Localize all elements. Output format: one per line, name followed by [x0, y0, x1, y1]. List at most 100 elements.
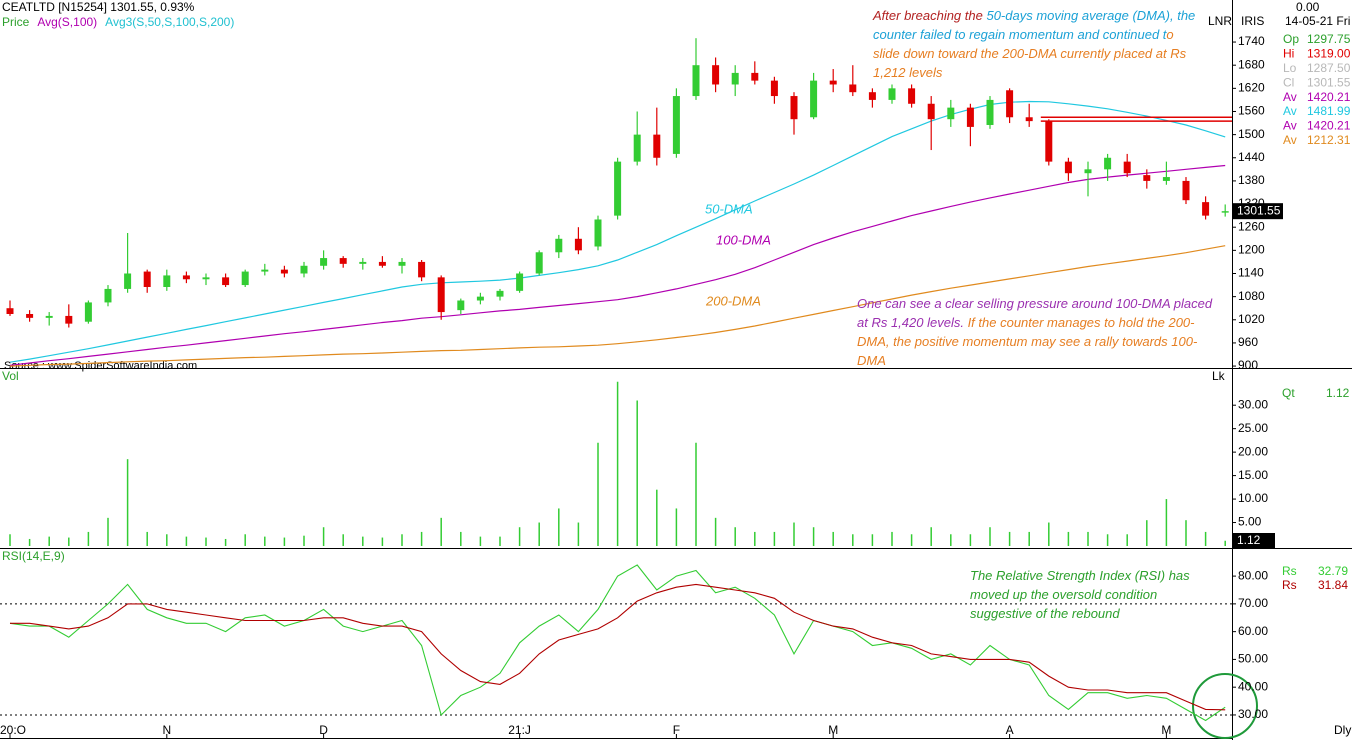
info-value: 1420.21: [1307, 119, 1351, 133]
y-tick-label: 1380: [1238, 173, 1265, 187]
candle-body: [731, 72, 739, 85]
annotation-text: After breaching the: [873, 8, 987, 23]
y-tick-label: 1560: [1238, 104, 1265, 118]
rs-value: 32.79: [1318, 564, 1348, 578]
x-tick-label: 20:O: [0, 723, 26, 737]
candle-body: [1202, 202, 1210, 216]
date: 14-05-21 Fri: [1285, 14, 1350, 28]
y-tick-label: 70.00: [1238, 596, 1268, 610]
annotation: After breaching the 50-days moving avera…: [873, 6, 1203, 82]
candle-body: [1084, 169, 1092, 174]
candle-body: [163, 275, 171, 287]
candle-body: [1104, 157, 1112, 170]
qt-label: Qt: [1282, 386, 1295, 400]
y-tick-label: 60.00: [1238, 624, 1268, 638]
info-value: 1481.99: [1307, 104, 1351, 118]
candle-body: [378, 261, 386, 266]
candle-body: [339, 258, 347, 264]
candle-body: [574, 238, 582, 251]
info-label: Hi: [1283, 47, 1294, 61]
candle-body: [1182, 180, 1190, 201]
candle-body: [1064, 161, 1072, 174]
y-tick-label: 10.00: [1238, 491, 1268, 505]
y-tick-label: 15.00: [1238, 468, 1268, 482]
legend-entry: Avg3(S,50,S,100,S,200): [105, 15, 234, 29]
candle-body: [45, 315, 53, 318]
y-tick-label: 1080: [1238, 289, 1265, 303]
candle-body: [1123, 161, 1131, 174]
candle-body: [1025, 117, 1033, 122]
y-tick-label: 1680: [1238, 57, 1265, 71]
axis-mode: LNR: [1208, 14, 1232, 28]
candle-body: [947, 107, 955, 120]
candle-body: [1162, 177, 1170, 181]
annotation-text: One can see a clear selling pressure aro…: [857, 296, 1213, 330]
candle-body: [65, 315, 73, 324]
rs-value: 31.84: [1318, 578, 1348, 592]
ma-label: 50-DMA: [705, 201, 753, 216]
y-tick-label: 30.00: [1238, 707, 1268, 721]
x-tick-label: A: [1006, 723, 1014, 737]
ma-label: 200-DMA: [705, 293, 761, 308]
panel-title: Vol: [2, 369, 19, 383]
candle-body: [261, 269, 269, 272]
candle-body: [300, 265, 308, 274]
candle-body: [418, 261, 426, 278]
annotation-text: If the counter manages to hold the 200-D…: [857, 315, 1198, 368]
candle-body: [280, 269, 288, 274]
feed: IRIS: [1241, 14, 1264, 28]
candle-body: [770, 80, 778, 97]
legend-entry: Price: [2, 15, 30, 29]
y-tick-label: 50.00: [1238, 652, 1268, 666]
source-note: Source : www.SpiderSoftwareIndia.com: [4, 360, 197, 372]
annotation: One can see a clear selling pressure aro…: [857, 294, 1225, 370]
qt-value: 1.12: [1326, 386, 1350, 400]
highlight-circle: [1192, 673, 1258, 739]
candle-body: [535, 252, 543, 274]
info-value: 1212.31: [1307, 133, 1351, 147]
info-value: 1319.00: [1307, 47, 1351, 61]
candle-body: [6, 308, 14, 314]
moving-average: [9, 245, 1226, 367]
candle-body: [1006, 90, 1014, 118]
annotation-text: The Relative Strength Index (RSI) has mo…: [970, 568, 1190, 621]
rsi-line: [10, 583, 1226, 711]
candle-body: [966, 107, 974, 127]
y-tick-label: 1740: [1238, 34, 1265, 48]
candle-body: [888, 88, 896, 100]
candle-body: [849, 84, 857, 93]
y-tick-label: 1020: [1238, 312, 1265, 326]
x-tick-label: N: [162, 723, 171, 737]
info-label: Cl: [1283, 75, 1294, 89]
candle-body: [986, 99, 994, 125]
candle-body: [496, 290, 504, 297]
candle-body: [202, 277, 210, 280]
candle-body: [633, 134, 641, 162]
candle-body: [457, 300, 465, 311]
info-value: 0.00: [1296, 0, 1320, 14]
info-value: 1420.21: [1307, 90, 1351, 104]
y-tick-label: 1620: [1238, 81, 1265, 95]
moving-average: [9, 100, 1226, 363]
last-volume-box: [1233, 533, 1275, 548]
last-volume-label: 1.12: [1237, 533, 1261, 547]
candle-body: [927, 103, 935, 120]
candle-body: [26, 313, 34, 318]
moving-average: [9, 164, 1226, 366]
candle-body: [84, 302, 92, 322]
candle-body: [810, 80, 818, 118]
candle-body: [1045, 121, 1053, 162]
candle-body: [182, 275, 190, 280]
candle-body: [320, 258, 328, 266]
candle-body: [124, 273, 132, 289]
candle-body: [437, 277, 445, 313]
candle-body: [104, 288, 112, 303]
y-tick-label: 1440: [1238, 150, 1265, 164]
y-tick-label: 30.00: [1238, 397, 1268, 411]
candle-body: [868, 92, 876, 100]
axis-unit: Lk: [1212, 369, 1226, 383]
x-tick-label: D: [319, 723, 328, 737]
info-label: Lo: [1283, 61, 1297, 75]
period: Dly: [1334, 723, 1351, 737]
rs-label: Rs: [1282, 578, 1297, 592]
